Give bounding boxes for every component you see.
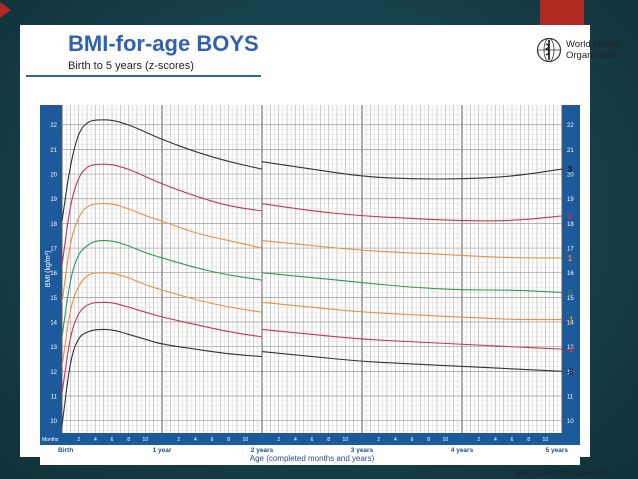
y-tick-label-left: 17 [50,247,57,253]
y-axis-label: BMI (kg/m²) [45,251,52,288]
series-label-z-3: -3 [566,367,574,376]
chart-grid [61,105,563,433]
x-minor-tick-label: 8 [227,437,230,443]
y-tick-label-left: 12 [50,370,57,376]
x-major-tick-label: 5 years [546,447,569,454]
y-tick-label-right: 10 [567,419,574,425]
series-line-z-1 [61,272,263,367]
title-underline [26,75,261,77]
series-line-z1 [261,240,562,259]
x-minor-tick-label: 4 [294,437,297,443]
y-tick-label-left: 16 [50,271,57,277]
x-major-tick-label: Birth [58,447,73,454]
x-minor-tick-label: 10 [443,437,449,443]
x-minor-tick-label: 2 [177,437,180,443]
series-line-z3 [261,161,563,180]
left-axis-band [40,105,62,433]
x-axis-label: Age (completed months and years) [250,454,375,463]
y-tick-label-left: 13 [50,345,57,351]
bullet-arrow-icon [0,2,11,18]
organization-name: World Health Organization [566,39,621,61]
x-minor-tick-label: 2 [477,437,480,443]
x-minor-tick-label: 4 [94,437,97,443]
y-tick-label-right: 18 [567,222,574,228]
organization-name-line2: Organization [566,50,620,61]
y-tick-label-right: 19 [567,197,574,203]
series-label-z2: 2 [568,212,573,221]
y-tick-label-right: 12 [567,370,574,376]
x-minor-tick-label: 6 [311,437,314,443]
slide-card: BMI-for-age BOYS Birth to 5 years (z-sco… [20,25,621,477]
x-minor-tick-label: 2 [277,437,280,443]
x-minor-tick-label: 8 [427,437,430,443]
y-tick-label-right: 16 [567,271,574,277]
y-tick-label-left: 15 [50,296,57,302]
y-tick-label-right: 20 [567,173,574,179]
series-label-z1: 1 [568,254,573,263]
series-line-z0 [61,240,263,337]
y-tick-label-left: 14 [50,321,57,327]
y-tick-label-right: 13 [567,345,574,351]
series-label-z-1: -1 [566,316,574,325]
y-tick-label-right: 21 [567,148,574,154]
series-line-z0 [261,272,563,293]
x-minor-tick-label: 10 [543,437,549,443]
y-tick-label-left: 20 [50,173,57,179]
x-minor-tick-label: 8 [527,437,530,443]
x-minor-tick-label: 4 [394,437,397,443]
series-line-z2 [61,163,263,266]
source-credit: WHO Child Growth Standards [515,470,609,477]
x-minor-tick-label: 6 [511,437,514,443]
y-tick-label-left: 19 [50,197,57,203]
x-major-tick-label: 1 year [153,447,172,454]
x-minor-tick-label: 10 [243,437,249,443]
x-major-tick-label: 3 years [351,447,374,454]
series-line-z-3 [61,328,263,426]
series-line-z-2 [61,301,263,394]
y-tick-label-left: 11 [51,395,58,401]
y-tick-label-right: 11 [567,395,574,401]
y-tick-label-right: 17 [567,247,574,253]
y-tick-label-left: 21 [50,148,57,154]
series-line-z1 [61,203,263,303]
x-unit-label: Months [42,437,59,443]
bottom-axis-band [40,433,580,445]
y-tick-label-left: 18 [50,222,57,228]
x-minor-tick-label: 2 [377,437,380,443]
x-minor-tick-label: 6 [111,437,114,443]
organization-name-line1: World Health [566,39,621,50]
x-minor-tick-label: 8 [327,437,330,443]
who-emblem-icon [536,37,562,63]
x-minor-tick-label: 10 [343,437,349,443]
x-minor-tick-label: 8 [127,437,130,443]
x-minor-tick-label: 4 [494,437,497,443]
series-line-z3 [61,119,263,221]
series-line-z-1 [261,301,563,321]
chart-title: BMI-for-age BOYS [68,31,259,56]
series-line-z-2 [261,328,563,350]
series-label-z3: 3 [568,165,573,174]
chart-series [61,119,563,426]
x-major-tick-label: 4 years [451,447,474,454]
series-line-z-3 [261,351,563,372]
x-minor-tick-label: 6 [211,437,214,443]
x-minor-tick-label: 10 [143,437,149,443]
x-major-tick-label: 2 years [251,447,274,454]
y-tick-label-right: 15 [567,296,574,302]
chart-subtitle: Birth to 5 years (z-scores) [68,60,194,72]
y-tick-label-right: 14 [567,321,574,327]
chart-series-labels: 3 2 1 0 -1 -2 -3 [566,165,574,376]
y-tick-label-left: 22 [50,123,57,129]
x-minor-tick-label: 6 [411,437,414,443]
y-tick-label-left: 10 [50,419,57,425]
y-tick-label-right: 22 [567,123,574,129]
right-axis-band [562,105,580,433]
series-label-z-2: -2 [566,345,574,354]
series-line-z2 [261,203,563,222]
x-minor-tick-label: 2 [77,437,80,443]
x-minor-tick-label: 4 [194,437,197,443]
series-label-z0: 0 [568,288,573,297]
